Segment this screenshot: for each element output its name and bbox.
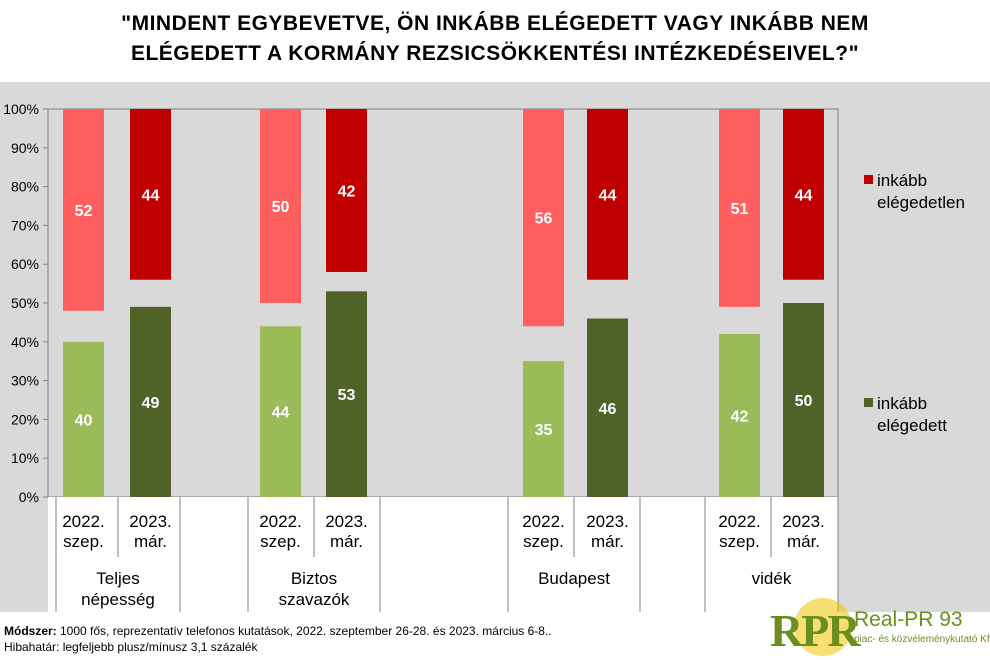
method-text: 1000 fős, reprezentatív telefonos kutatá… (56, 624, 552, 638)
data-label-elegedett: 53 (338, 387, 356, 404)
period-label: 2022. (259, 512, 302, 531)
logo-seal (794, 598, 852, 656)
plot-area (47, 108, 839, 498)
bar-elegedetlen (783, 109, 824, 280)
y-tick-label: 80% (11, 179, 39, 195)
period-label: szep. (719, 532, 760, 551)
legend-swatch (864, 175, 873, 184)
bar-elegedetlen (63, 109, 104, 311)
y-tick-label: 20% (11, 411, 39, 427)
data-label-elegedett: 50 (795, 393, 813, 410)
data-label-elegedetlen: 44 (795, 187, 813, 204)
period-label: szep. (260, 532, 301, 551)
data-label-elegedetlen: 44 (142, 187, 160, 204)
period-label: szep. (63, 532, 104, 551)
group-label: Teljes (96, 569, 139, 588)
logo-letters: RPR (770, 605, 861, 656)
legend-swatch (864, 398, 873, 407)
bar-elegedetlen (326, 109, 367, 272)
data-label-elegedetlen: 50 (272, 199, 290, 216)
title-line-1: "MINDENT EGYBEVETVE, ÖN INKÁBB ELÉGEDETT… (121, 12, 869, 35)
period-label: szep. (523, 532, 564, 551)
period-label: 2023. (325, 512, 368, 531)
data-label-elegedetlen: 56 (535, 211, 553, 228)
stacked-bar-chart: 0% 10% 20% 30% 40% 50% 60% 70% 80% 90% 100% 40 52 202… (3, 101, 965, 612)
period-label: 2022. (522, 512, 565, 531)
bar-elegedett (260, 326, 301, 497)
group-label: vidék (752, 569, 792, 588)
y-tick-label: 10% (11, 450, 39, 466)
bar-elegedett (130, 306, 171, 497)
period-label: már. (787, 532, 820, 551)
period-label: 2022. (62, 512, 105, 531)
y-tick-label: 60% (11, 256, 39, 272)
logo-subtitle: piac- és közvéleménykutató Kft. (854, 634, 990, 645)
method-note: Módszer: 1000 fős, reprezentatív telefon… (4, 624, 552, 638)
group-label: Budapest (538, 569, 610, 588)
group-label: szavazók (279, 590, 350, 609)
group-label: népesség (81, 590, 155, 609)
y-tick-label: 30% (11, 373, 39, 389)
data-label-elegedett: 44 (272, 405, 290, 422)
bar-elegedetlen (587, 109, 628, 280)
period-label: 2023. (586, 512, 629, 531)
y-tick-label: 90% (11, 140, 39, 156)
period-label: már. (591, 532, 624, 551)
data-label-elegedetlen: 42 (338, 183, 356, 200)
error-margin-note: Hibahatár: legfeljebb plusz/mínusz 3,1 s… (4, 640, 258, 654)
group-label: Biztos (291, 569, 337, 588)
period-label: 2023. (129, 512, 172, 531)
period-label: 2023. (782, 512, 825, 531)
bar-elegedett (587, 318, 628, 497)
data-label-elegedett: 42 (731, 409, 749, 426)
bar-elegedett (63, 341, 104, 497)
bar-elegedetlen (523, 109, 564, 327)
logo-name: Real-PR 93 (854, 608, 963, 631)
legend-label: inkább (877, 394, 927, 413)
data-label-elegedetlen: 51 (731, 201, 749, 218)
period-label: 2022. (718, 512, 761, 531)
company-logo: RPR Real-PR 93 piac- és közvéleménykutat… (758, 596, 990, 660)
legend-label: elégedetlen (877, 193, 965, 212)
title-line-2: ELÉGEDETT A KORMÁNY REZSICSÖKKENTÉSI INT… (130, 42, 860, 65)
bar-elegedett (326, 291, 367, 497)
bar-elegedetlen (130, 109, 171, 280)
legend-label: inkább (877, 171, 927, 190)
data-label-elegedett: 49 (142, 395, 160, 412)
period-label: már. (330, 532, 363, 551)
data-label-elegedett: 46 (599, 401, 617, 418)
y-tick-label: 40% (11, 334, 39, 350)
y-tick-label: 70% (11, 217, 39, 233)
chart-title: "MINDENT EGYBEVETVE, ÖN INKÁBB ELÉGEDETT… (0, 0, 990, 78)
bar-elegedett (523, 361, 564, 497)
period-label: már. (134, 532, 167, 551)
bar-elegedett (783, 303, 824, 497)
data-label-elegedett: 35 (535, 422, 553, 439)
method-label: Módszer: (4, 624, 57, 638)
y-tick-label: 50% (11, 295, 39, 311)
bar-elegedetlen (260, 109, 301, 303)
bar-elegedett (719, 334, 760, 497)
data-label-elegedetlen: 52 (75, 203, 93, 220)
data-label-elegedett: 40 (75, 412, 93, 429)
legend-label: elégedett (877, 416, 947, 435)
y-tick-label: 0% (19, 489, 39, 505)
bar-elegedetlen (719, 109, 760, 307)
data-label-elegedetlen: 44 (599, 187, 617, 204)
y-tick-label: 100% (3, 101, 39, 117)
